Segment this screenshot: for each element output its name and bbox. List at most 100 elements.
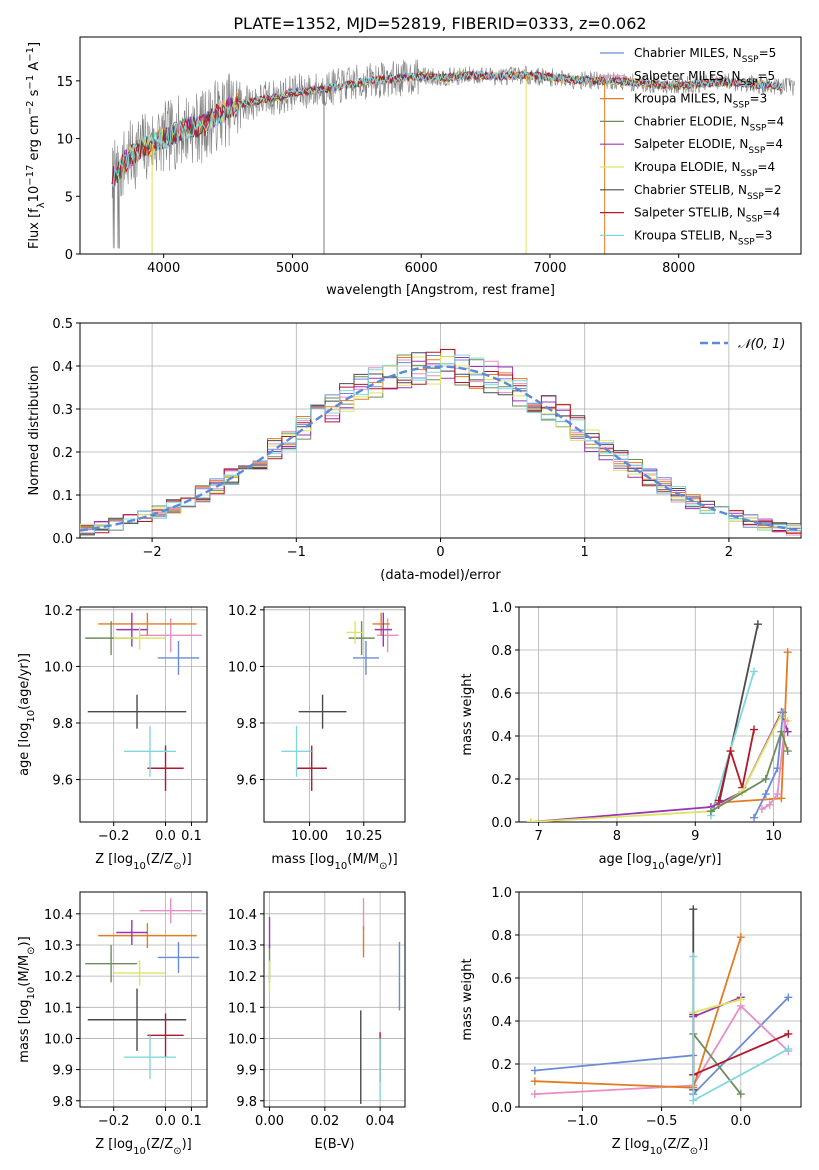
errorbar-point bbox=[157, 941, 200, 974]
x-tick-label: 2 bbox=[725, 545, 733, 560]
y-axis-label: mass weight bbox=[460, 958, 475, 1040]
weight-marker bbox=[784, 993, 793, 1002]
axes-frame bbox=[79, 36, 802, 255]
y-tick-label: 10.2 bbox=[228, 970, 257, 985]
mass-vs-metallicity-panel: −0.2 0.0 0.1 9.8 9.9 10.0 10.1 10.2 10.3 10.4 Z [l… bbox=[17, 891, 208, 1157]
x-tick-label: 0.02 bbox=[310, 1114, 339, 1129]
y-axis-label: Flux [fλ10−17 erg cm−2 s−1 A−1] bbox=[25, 42, 47, 249]
x-axis-label: wavelength [Angstrom, rest frame] bbox=[326, 283, 555, 298]
y-tick-label: 10.3 bbox=[44, 939, 73, 954]
errorbar-point bbox=[116, 920, 148, 945]
weight-marker bbox=[689, 952, 698, 961]
x-tick-label: 7 bbox=[534, 829, 542, 844]
gaussian-curve bbox=[80, 365, 801, 532]
errorbar-point bbox=[139, 898, 202, 924]
x-tick-label: −0.5 bbox=[646, 1114, 678, 1129]
residual-histogram bbox=[80, 354, 801, 534]
weight-marker bbox=[783, 747, 792, 756]
errorbar-point bbox=[157, 640, 200, 675]
axes-frame bbox=[263, 891, 406, 1108]
errorbar-point bbox=[87, 694, 187, 729]
weight-marker bbox=[777, 727, 786, 736]
errorbar-point bbox=[116, 612, 148, 647]
x-tick-label: 5000 bbox=[276, 261, 309, 276]
weight-marker bbox=[784, 1029, 793, 1038]
y-tick-label: 10.0 bbox=[228, 1032, 257, 1047]
y-tick-label: 10.2 bbox=[44, 970, 73, 985]
weight-marker bbox=[526, 818, 535, 822]
x-tick-label: 6000 bbox=[405, 261, 438, 276]
y-tick-label: 9.8 bbox=[52, 1095, 73, 1110]
weight-marker bbox=[750, 725, 758, 734]
y-tick-label: 0.0 bbox=[52, 532, 73, 547]
weight-series bbox=[530, 905, 793, 1105]
weight-marker bbox=[736, 995, 745, 1004]
y-axis-label: age [log10(age/yr)] bbox=[17, 653, 37, 776]
legend-entry: Salpeter ELODIE, NSSP=4 bbox=[634, 137, 783, 156]
y-tick-label: 0.1 bbox=[52, 489, 73, 504]
errorbars bbox=[268, 898, 401, 1104]
x-tick-label: 4000 bbox=[147, 261, 180, 276]
errorbar-point bbox=[85, 944, 138, 983]
y-tick-label: 15 bbox=[56, 75, 73, 90]
weight-series-line bbox=[689, 993, 745, 1021]
y-axis-label: mass weight bbox=[460, 673, 475, 755]
errorbar-point bbox=[113, 626, 166, 650]
legend-entry: Chabrier STELIB, NSSP=2 bbox=[634, 183, 782, 202]
weight-marker bbox=[761, 790, 770, 799]
y-tick-label: 0.8 bbox=[491, 644, 512, 659]
errorbar-point bbox=[98, 612, 197, 636]
y-tick-label: 0.2 bbox=[491, 1058, 512, 1073]
mass-vs-extinction-panel: 0.00 0.02 0.04 9.8 9.9 10.0 10.1 10.2 10.3 10.4 E(… bbox=[228, 891, 406, 1152]
y-axis-label: mass [log10(M/M⊙)] bbox=[17, 936, 37, 1062]
legend-entry: Kroupa ELODIE, NSSP=4 bbox=[634, 160, 775, 179]
weight-series-line bbox=[757, 716, 790, 814]
errorbar-point bbox=[113, 960, 166, 986]
errorbar-point bbox=[374, 612, 392, 647]
weight-marker bbox=[530, 1077, 539, 1086]
weight-marker bbox=[530, 1066, 539, 1075]
errorbar-point bbox=[346, 621, 364, 644]
weight-marker bbox=[726, 747, 735, 756]
errorbars bbox=[85, 612, 202, 791]
model-spectrum-line bbox=[111, 70, 783, 188]
x-tick-label: 10.00 bbox=[291, 829, 328, 844]
weight-series-line bbox=[689, 952, 793, 1105]
x-tick-label: 0.0 bbox=[155, 829, 176, 844]
y-tick-label: 0.0 bbox=[491, 1101, 512, 1116]
x-axis-label: Z [log10(Z/Z⊙)] bbox=[95, 852, 191, 872]
weight-vs-age-panel: 7 8 9 10 0.0 0.2 0.4 0.6 0.8 1.0 age [log10(age/yr… bbox=[460, 601, 802, 872]
x-tick-label: 0 bbox=[436, 545, 444, 560]
weight-series bbox=[526, 620, 792, 822]
errorbar-point bbox=[147, 745, 184, 791]
y-tick-label: 5 bbox=[65, 190, 73, 205]
residual-histograms bbox=[80, 348, 801, 537]
weight-marker bbox=[736, 933, 745, 942]
y-tick-label: 0.6 bbox=[491, 972, 512, 987]
x-tick-label: 0.04 bbox=[366, 1114, 395, 1129]
x-tick-label: 1 bbox=[581, 545, 589, 560]
x-tick-label: 0.00 bbox=[255, 1114, 284, 1129]
y-tick-label: 9.8 bbox=[236, 717, 257, 732]
y-tick-label: 0.6 bbox=[491, 687, 512, 702]
x-tick-label: −2 bbox=[143, 545, 162, 560]
axes-frame bbox=[518, 606, 802, 823]
errorbar-point bbox=[352, 640, 379, 675]
y-tick-label: 10.1 bbox=[228, 1001, 257, 1016]
x-tick-label: 8 bbox=[613, 829, 621, 844]
y-tick-label: 10.3 bbox=[228, 939, 257, 954]
errorbar-point bbox=[348, 621, 375, 656]
weight-series-line bbox=[706, 727, 792, 816]
errorbar-point bbox=[298, 694, 347, 729]
y-tick-label: 0 bbox=[65, 248, 73, 263]
y-tick-label: 9.9 bbox=[52, 1064, 73, 1079]
y-tick-label: 10.0 bbox=[228, 660, 257, 675]
y-tick-label: 0.2 bbox=[491, 773, 512, 788]
figure-title: PLATE=1352, MJD=52819, FIBERID=0333, z=0… bbox=[233, 14, 646, 33]
weight-marker bbox=[753, 620, 762, 629]
errorbar-point bbox=[98, 923, 197, 949]
errorbar-point bbox=[147, 1013, 184, 1058]
weight-series-line bbox=[714, 725, 758, 805]
